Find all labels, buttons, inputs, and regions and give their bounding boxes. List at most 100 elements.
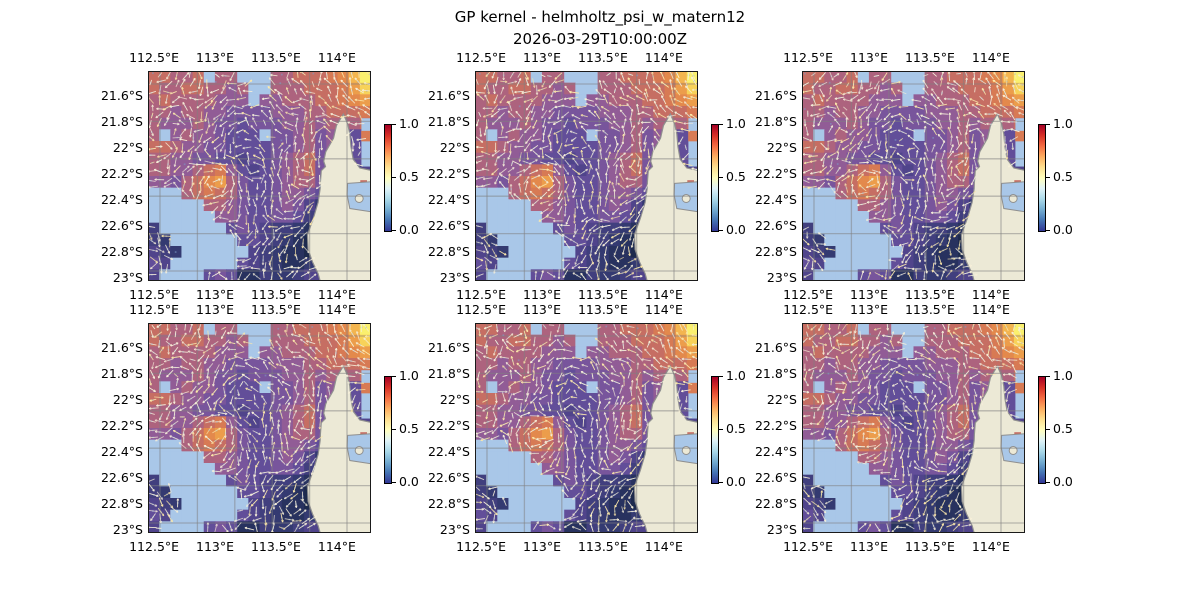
x-tick-label-top: 114°E [971,50,1010,65]
colorbar-tick-label: 0.5 [399,169,419,184]
y-tick-label: 22.4°S [754,192,797,208]
y-tick-label: 22.8°S [754,244,797,260]
colorbar-gradient [384,124,392,232]
map-panel-4: 112.5°E 113°E 113.5°E 114°E 112.5°E 113°E 113.… [88,302,423,560]
y-tick-label: 23°S [439,522,470,538]
colorbar-tick-mark [392,428,396,430]
x-tick-label-top: 114°E [644,302,683,317]
x-tick-label-bottom: 112.5°E [129,539,180,554]
colorbar-tick-mark [1046,428,1050,430]
x-tick-label-bottom: 112.5°E [129,287,180,302]
map-canvas [475,71,698,281]
colorbar-tick-label: 0.5 [399,421,419,436]
colorbar-tick-label: 0.5 [726,421,746,436]
y-tick-label: 21.6°S [100,87,143,103]
x-tick-label-top: 112.5°E [783,302,834,317]
y-tick-label: 22.6°S [754,218,797,234]
colorbar-tick-mark [1046,375,1050,377]
figure-title: GP kernel - helmholtz_psi_w_matern12 202… [0,6,1200,50]
map-panel-1: 112.5°E 113°E 113.5°E 114°E 112.5°E 113°E 113.… [88,50,423,308]
x-tick-label-top: 113°E [850,302,889,317]
x-tick-label-bottom: 113°E [523,539,562,554]
x-tick-label-top: 113°E [523,302,562,317]
x-tick-label-top: 113°E [850,50,889,65]
colorbar-tick-mark [719,123,723,125]
colorbar-gradient [711,376,719,484]
x-tick-label-top: 113°E [196,302,235,317]
colorbar-tick-label: 0.0 [726,474,746,489]
colorbar-tick-mark [1046,481,1050,483]
y-tick-label: 22.2°S [100,166,143,182]
y-tick-label: 22.4°S [754,444,797,460]
y-tick-label: 22°S [766,391,797,407]
y-tick-label: 23°S [766,270,797,286]
y-tick-label: 21.8°S [754,365,797,381]
x-tick-label-top: 114°E [971,302,1010,317]
x-tick-label-top: 113.5°E [577,50,628,65]
map-canvas [802,323,1025,533]
map-panel-5: 112.5°E 113°E 113.5°E 114°E 112.5°E 113°E 113.… [415,302,750,560]
y-tick-label: 22.2°S [427,418,470,434]
colorbar-tick-mark [392,481,396,483]
colorbar-tick-label: 0.0 [726,222,746,237]
x-tick-label-top: 113.5°E [577,302,628,317]
y-tick-label: 22°S [112,139,143,155]
x-tick-label-bottom: 113°E [196,287,235,302]
y-tick-label: 21.8°S [100,113,143,129]
x-tick-label-top: 113.5°E [250,50,301,65]
y-tick-label: 22.2°S [754,418,797,434]
colorbar-tick-label: 0.0 [1053,222,1073,237]
x-tick-label-top: 114°E [317,302,356,317]
x-tick-label-bottom: 113.5°E [904,539,955,554]
x-tick-label-bottom: 113°E [196,539,235,554]
y-tick-label: 22.4°S [427,192,470,208]
map-panel-3: 112.5°E 113°E 113.5°E 114°E 112.5°E 113°E 113.… [742,50,1077,308]
y-tick-label: 21.8°S [427,365,470,381]
colorbar-tick-mark [392,229,396,231]
map-canvas [802,71,1025,281]
y-tick-label: 22.6°S [100,470,143,486]
x-tick-label-top: 113.5°E [250,302,301,317]
x-tick-label-top: 114°E [644,50,683,65]
x-tick-label-bottom: 114°E [644,539,683,554]
colorbar-tick-label: 1.0 [399,368,419,383]
y-tick-label: 22°S [766,139,797,155]
y-tick-label: 22.6°S [100,218,143,234]
colorbar-tick-label: 0.5 [1053,421,1073,436]
x-tick-label-bottom: 112.5°E [783,287,834,302]
map-canvas [148,71,371,281]
figure-title-line1: GP kernel - helmholtz_psi_w_matern12 [454,8,746,26]
colorbar-tick-label: 1.0 [726,116,746,131]
y-tick-label: 21.8°S [427,113,470,129]
colorbar-tick-mark [392,123,396,125]
x-tick-label-bottom: 114°E [971,539,1010,554]
colorbar-tick-mark [392,375,396,377]
y-tick-label: 22°S [439,139,470,155]
x-tick-label-top: 112.5°E [456,50,507,65]
y-tick-label: 21.6°S [754,339,797,355]
colorbar-tick-mark [1046,176,1050,178]
x-tick-label-top: 112.5°E [129,50,180,65]
y-tick-label: 22.2°S [754,166,797,182]
figure-title-line2: 2026-03-29T10:00:00Z [513,30,687,48]
y-tick-label: 22.2°S [427,166,470,182]
x-tick-label-bottom: 113.5°E [250,287,301,302]
y-tick-label: 22.2°S [100,418,143,434]
colorbar-tick-mark [719,428,723,430]
colorbar-tick-mark [392,176,396,178]
x-tick-label-top: 113.5°E [904,302,955,317]
map-panel-2: 112.5°E 113°E 113.5°E 114°E 112.5°E 113°E 113.… [415,50,750,308]
colorbar-tick-label: 1.0 [399,116,419,131]
y-tick-label: 21.8°S [754,113,797,129]
x-tick-label-bottom: 113.5°E [250,539,301,554]
x-tick-label-top: 112.5°E [456,302,507,317]
map-canvas [148,323,371,533]
y-tick-label: 22.8°S [100,244,143,260]
x-tick-label-bottom: 113°E [850,539,889,554]
y-tick-label: 22.6°S [427,218,470,234]
y-tick-label: 23°S [766,522,797,538]
y-tick-label: 22.8°S [100,496,143,512]
y-tick-label: 21.6°S [754,87,797,103]
map-panel-6: 112.5°E 113°E 113.5°E 114°E 112.5°E 113°E 113.… [742,302,1077,560]
